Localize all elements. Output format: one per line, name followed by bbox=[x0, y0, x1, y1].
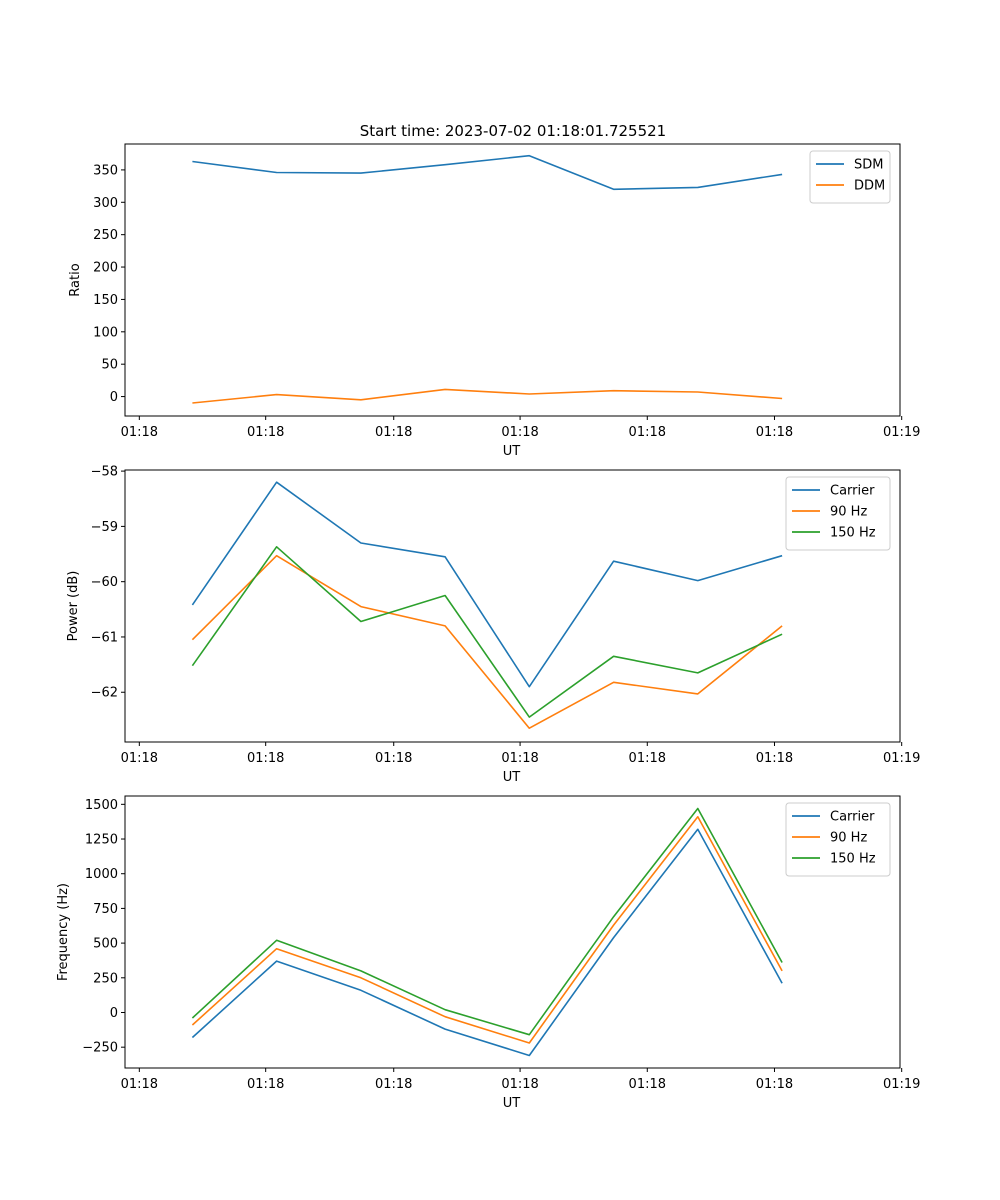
y-tick-label: 100 bbox=[93, 325, 118, 340]
chart-panel-1: 01:18 01:18 01:18 01:18 01:18 01:18 01:19 0 50 10… bbox=[68, 143, 920, 459]
y-tick-label: 500 bbox=[93, 937, 118, 952]
y-tick-label: −250 bbox=[82, 1041, 118, 1056]
plot-frame bbox=[124, 469, 901, 743]
x-axis-label: UT bbox=[503, 770, 521, 785]
x-tick-label: 01:19 bbox=[883, 425, 920, 440]
x-tick-label: 01:18 bbox=[756, 425, 793, 440]
y-tick-label: −59 bbox=[91, 520, 118, 535]
chart-panel-2: 01:18 01:18 01:18 01:18 01:18 01:18 01:19 −62 −6… bbox=[66, 465, 920, 785]
x-tick-label: 01:18 bbox=[501, 751, 538, 766]
x-tick-label: 01:18 bbox=[375, 751, 412, 766]
x-tick-label: 01:18 bbox=[247, 751, 284, 766]
x-tick-label: 01:18 bbox=[375, 425, 412, 440]
y-axis-label: Ratio bbox=[68, 263, 83, 296]
legend: Carrier 90 Hz 150 Hz bbox=[785, 802, 891, 877]
x-tick-label: 01:18 bbox=[501, 1077, 538, 1092]
x-tick-label: 01:18 bbox=[121, 425, 158, 440]
series-line-ddm bbox=[192, 388, 783, 404]
y-tick-label: −62 bbox=[91, 686, 118, 701]
y-tick-label: 0 bbox=[110, 390, 118, 405]
x-tick-label: 01:18 bbox=[247, 1077, 284, 1092]
y-tick-label: 200 bbox=[93, 261, 118, 276]
y-tick-label: 1250 bbox=[85, 833, 118, 848]
legend-entry: 150 Hz bbox=[830, 852, 876, 867]
series-line-90-hz bbox=[191, 554, 783, 730]
x-tick-label: 01:18 bbox=[756, 751, 793, 766]
legend: Carrier 90 Hz 150 Hz bbox=[785, 476, 891, 551]
y-tick-label: 1500 bbox=[85, 798, 118, 813]
plot-frame bbox=[124, 795, 901, 1069]
series-line-carrier bbox=[191, 828, 783, 1057]
series-line-150-hz bbox=[191, 807, 783, 1036]
series-line-sdm bbox=[192, 154, 783, 191]
x-axis-label: UT bbox=[503, 1096, 521, 1111]
legend-entry: Carrier bbox=[830, 810, 875, 825]
x-tick-label: 01:19 bbox=[883, 751, 920, 766]
legend: SDM DDM bbox=[809, 150, 891, 204]
legend-entry: Carrier bbox=[830, 484, 875, 499]
legend-entry: DDM bbox=[854, 179, 885, 194]
y-tick-label: 750 bbox=[93, 902, 118, 917]
x-tick-label: 01:18 bbox=[375, 1077, 412, 1092]
x-tick-label: 01:18 bbox=[629, 1077, 666, 1092]
y-tick-label: 300 bbox=[93, 196, 118, 211]
chart-title: Start time: 2023-07-02 01:18:01.725521 bbox=[360, 122, 666, 140]
plot-frame bbox=[124, 143, 901, 417]
y-tick-label: 250 bbox=[93, 228, 118, 243]
y-tick-label: 50 bbox=[101, 358, 118, 373]
y-tick-label: −58 bbox=[91, 465, 118, 480]
y-tick-label: −61 bbox=[91, 630, 118, 645]
legend-entry: 90 Hz bbox=[830, 505, 867, 520]
legend-entry: 150 Hz bbox=[830, 526, 876, 541]
y-tick-label: −60 bbox=[91, 575, 118, 590]
x-tick-label: 01:18 bbox=[756, 1077, 793, 1092]
x-tick-label: 01:18 bbox=[629, 425, 666, 440]
x-tick-label: 01:18 bbox=[121, 1077, 158, 1092]
x-tick-label: 01:19 bbox=[883, 1077, 920, 1092]
series-line-carrier bbox=[191, 481, 783, 688]
x-tick-label: 01:18 bbox=[629, 751, 666, 766]
series-line-90-hz bbox=[191, 815, 783, 1044]
y-tick-label: 1000 bbox=[85, 867, 118, 882]
y-tick-label: 150 bbox=[93, 293, 118, 308]
x-tick-label: 01:18 bbox=[247, 425, 284, 440]
x-axis-label: UT bbox=[503, 444, 521, 459]
y-axis-label: Frequency (Hz) bbox=[56, 883, 71, 981]
series-line-150-hz bbox=[191, 545, 783, 718]
x-tick-label: 01:18 bbox=[501, 425, 538, 440]
legend-entry: 90 Hz bbox=[830, 831, 867, 846]
y-tick-label: 250 bbox=[93, 971, 118, 986]
x-tick-label: 01:18 bbox=[121, 751, 158, 766]
y-tick-label: 0 bbox=[110, 1006, 118, 1021]
legend-entry: SDM bbox=[854, 158, 883, 173]
y-tick-label: 350 bbox=[93, 163, 118, 178]
chart-panel-3: 01:18 01:18 01:18 01:18 01:18 01:18 01:19 −250 0… bbox=[56, 795, 920, 1111]
y-axis-label: Power (dB) bbox=[66, 571, 81, 642]
